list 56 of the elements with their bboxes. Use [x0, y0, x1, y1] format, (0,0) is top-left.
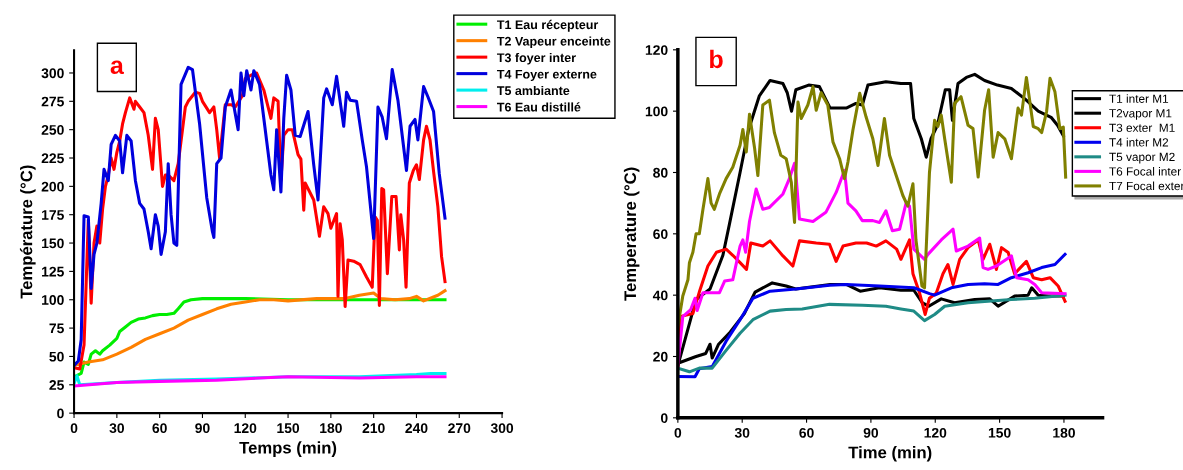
x-tick-label: 180 [1053, 427, 1075, 438]
legend-label: T2 Vapeur enceinte [496, 36, 611, 49]
x-tick-label: 0 [674, 427, 682, 438]
y-tick-label: 275 [41, 96, 64, 107]
y-tick-label: 225 [41, 153, 64, 164]
y-tick-label: 75 [49, 323, 64, 334]
legend-label: T4 Foyer externe [496, 69, 597, 82]
y-tick-label: 125 [42, 266, 64, 277]
legend-label: T5 ambiante [496, 85, 570, 96]
y-axis-title: Température (°C) [19, 165, 36, 299]
annotation: a [110, 60, 124, 75]
x-axis-title: Temps (min) [239, 441, 337, 457]
x-tick-label: 240 [405, 423, 428, 434]
y-tick-label: 25 [49, 380, 64, 390]
annotation: b [710, 49, 723, 69]
y-axis-title: Temperature (°C) [623, 167, 640, 301]
x-tick-label: 30 [734, 427, 750, 438]
y-tick-label: 150 [42, 238, 64, 249]
legend-label: T3 exter M1 [1109, 123, 1175, 132]
x-tick-label: 270 [448, 423, 471, 434]
y-tick-label: 200 [41, 181, 64, 192]
x-tick-label: 180 [320, 423, 342, 434]
x-tick-label: 150 [988, 427, 1011, 438]
x-tick-label: 0 [70, 423, 78, 434]
y-tick-label: 80 [653, 167, 668, 178]
legend-label: T3 foyer inter [496, 52, 576, 65]
y-tick-label: 300 [41, 68, 64, 79]
y-tick-label: 0 [660, 413, 668, 423]
x-tick-label: 60 [799, 427, 814, 438]
legend-label: T5 vapor M2 [1109, 152, 1175, 164]
y-tick-label: 100 [645, 106, 668, 117]
y-tick-label: 20 [653, 351, 668, 362]
y-tick-label: 0 [57, 408, 64, 419]
x-axis-title: Time (min) [848, 446, 932, 462]
y-tick-label: 120 [645, 45, 668, 55]
y-tick-label: 175 [42, 210, 64, 220]
y-tick-label: 100 [42, 295, 64, 305]
x-tick-label: 60 [152, 423, 167, 434]
legend-label: T6 Focal inter [1109, 166, 1181, 176]
x-tick-label: 210 [362, 423, 385, 434]
legend-label: T4 inter M2 [1109, 137, 1169, 147]
y-tick-label: 60 [653, 229, 668, 239]
legend-label: T6 Eau distillé [496, 102, 581, 112]
x-tick-label: 30 [109, 423, 125, 434]
x-tick-label: 150 [277, 423, 300, 434]
legend-label: T1 Eau récepteur [496, 19, 599, 32]
y-tick-label: 40 [652, 290, 668, 301]
y-tick-label: 250 [41, 125, 64, 135]
x-tick-label: 90 [195, 423, 210, 434]
x-tick-label: 90 [863, 427, 879, 438]
legend-label: T2vapor M1 [1109, 109, 1172, 120]
x-tick-label: 300 [490, 423, 514, 434]
x-tick-label: 120 [924, 427, 947, 438]
legend-label: T1 inter M1 [1109, 94, 1169, 103]
x-tick-label: 120 [234, 423, 257, 434]
y-tick-label: 50 [49, 351, 64, 362]
